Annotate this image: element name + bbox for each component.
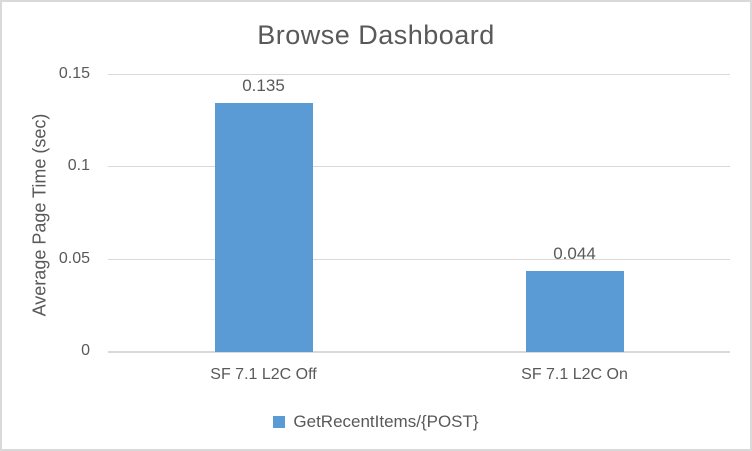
category-label: SF 7.1 L2C On [521,366,628,383]
chart-title: Browse Dashboard [257,20,495,50]
y-tick-label: 0.1 [67,157,90,175]
bar-value-label: 0.135 [242,76,285,95]
y-tick-label: 0.15 [58,65,90,82]
category-label: SF 7.1 L2C Off [210,366,317,383]
legend-label: GetRecentItems/{POST} [293,412,479,431]
gridline [108,258,730,260]
gridline [108,166,730,168]
bar-value-label: 0.044 [553,244,596,263]
y-tick-label: 0.05 [58,249,90,267]
y-tick-label: 0 [81,342,90,359]
plot-area: 0 0.05 0.1 0.15 0.135 SF 7.1 L2C Off 0.044 SF 7… [59,65,730,383]
legend-swatch [273,416,286,428]
y-axis-title: Average Page Time (sec) [29,113,50,317]
x-axis-line [108,352,730,353]
legend: GetRecentItems/{POST} [2,412,750,432]
gridline [108,74,730,75]
bar [214,103,313,352]
gridline [108,351,730,352]
bar [525,271,624,352]
